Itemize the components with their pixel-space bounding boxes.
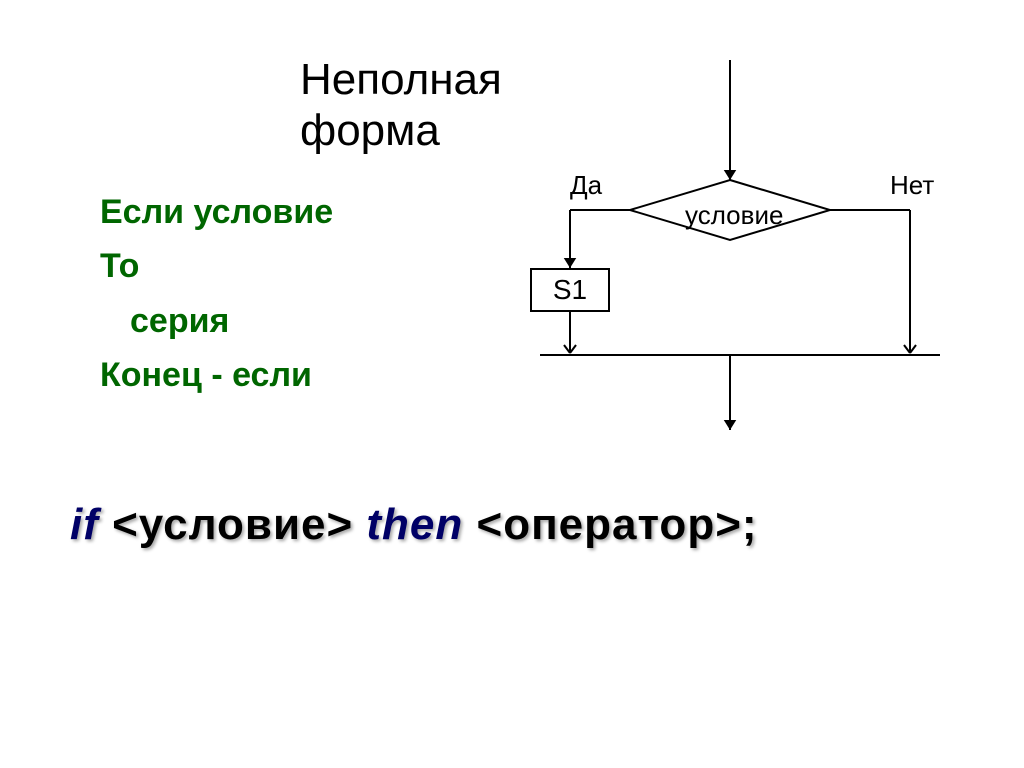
pc-series: серия xyxy=(130,294,333,348)
kw-then: then xyxy=(353,500,476,549)
kw-if: if xyxy=(70,500,112,549)
title: Неполная форма xyxy=(300,55,502,156)
flowchart: Да Нет условие S1 xyxy=(510,60,990,450)
title-line2: форма xyxy=(300,106,502,157)
label-yes: Да xyxy=(570,170,602,201)
flowchart-svg xyxy=(510,60,990,450)
pc-if-keyword: Если xyxy=(100,193,184,231)
pc-endif: Конец - если xyxy=(100,348,333,402)
pc-line1: Если условие xyxy=(100,185,333,239)
syntax-line: if <условие> then <оператор>; xyxy=(70,500,758,550)
pc-condition: условие xyxy=(184,193,333,231)
pseudocode-block: Если условие То серия Конец - если xyxy=(100,185,333,403)
arg-condition: <условие> xyxy=(112,500,353,549)
title-line1: Неполная xyxy=(300,55,502,106)
label-no: Нет xyxy=(890,170,934,201)
pc-then: То xyxy=(100,239,333,293)
diamond-text: условие xyxy=(685,200,783,231)
s1-box: S1 xyxy=(530,268,610,312)
semicolon: ; xyxy=(742,500,758,549)
s1-text: S1 xyxy=(553,274,587,306)
arg-operator: <оператор> xyxy=(477,500,742,549)
